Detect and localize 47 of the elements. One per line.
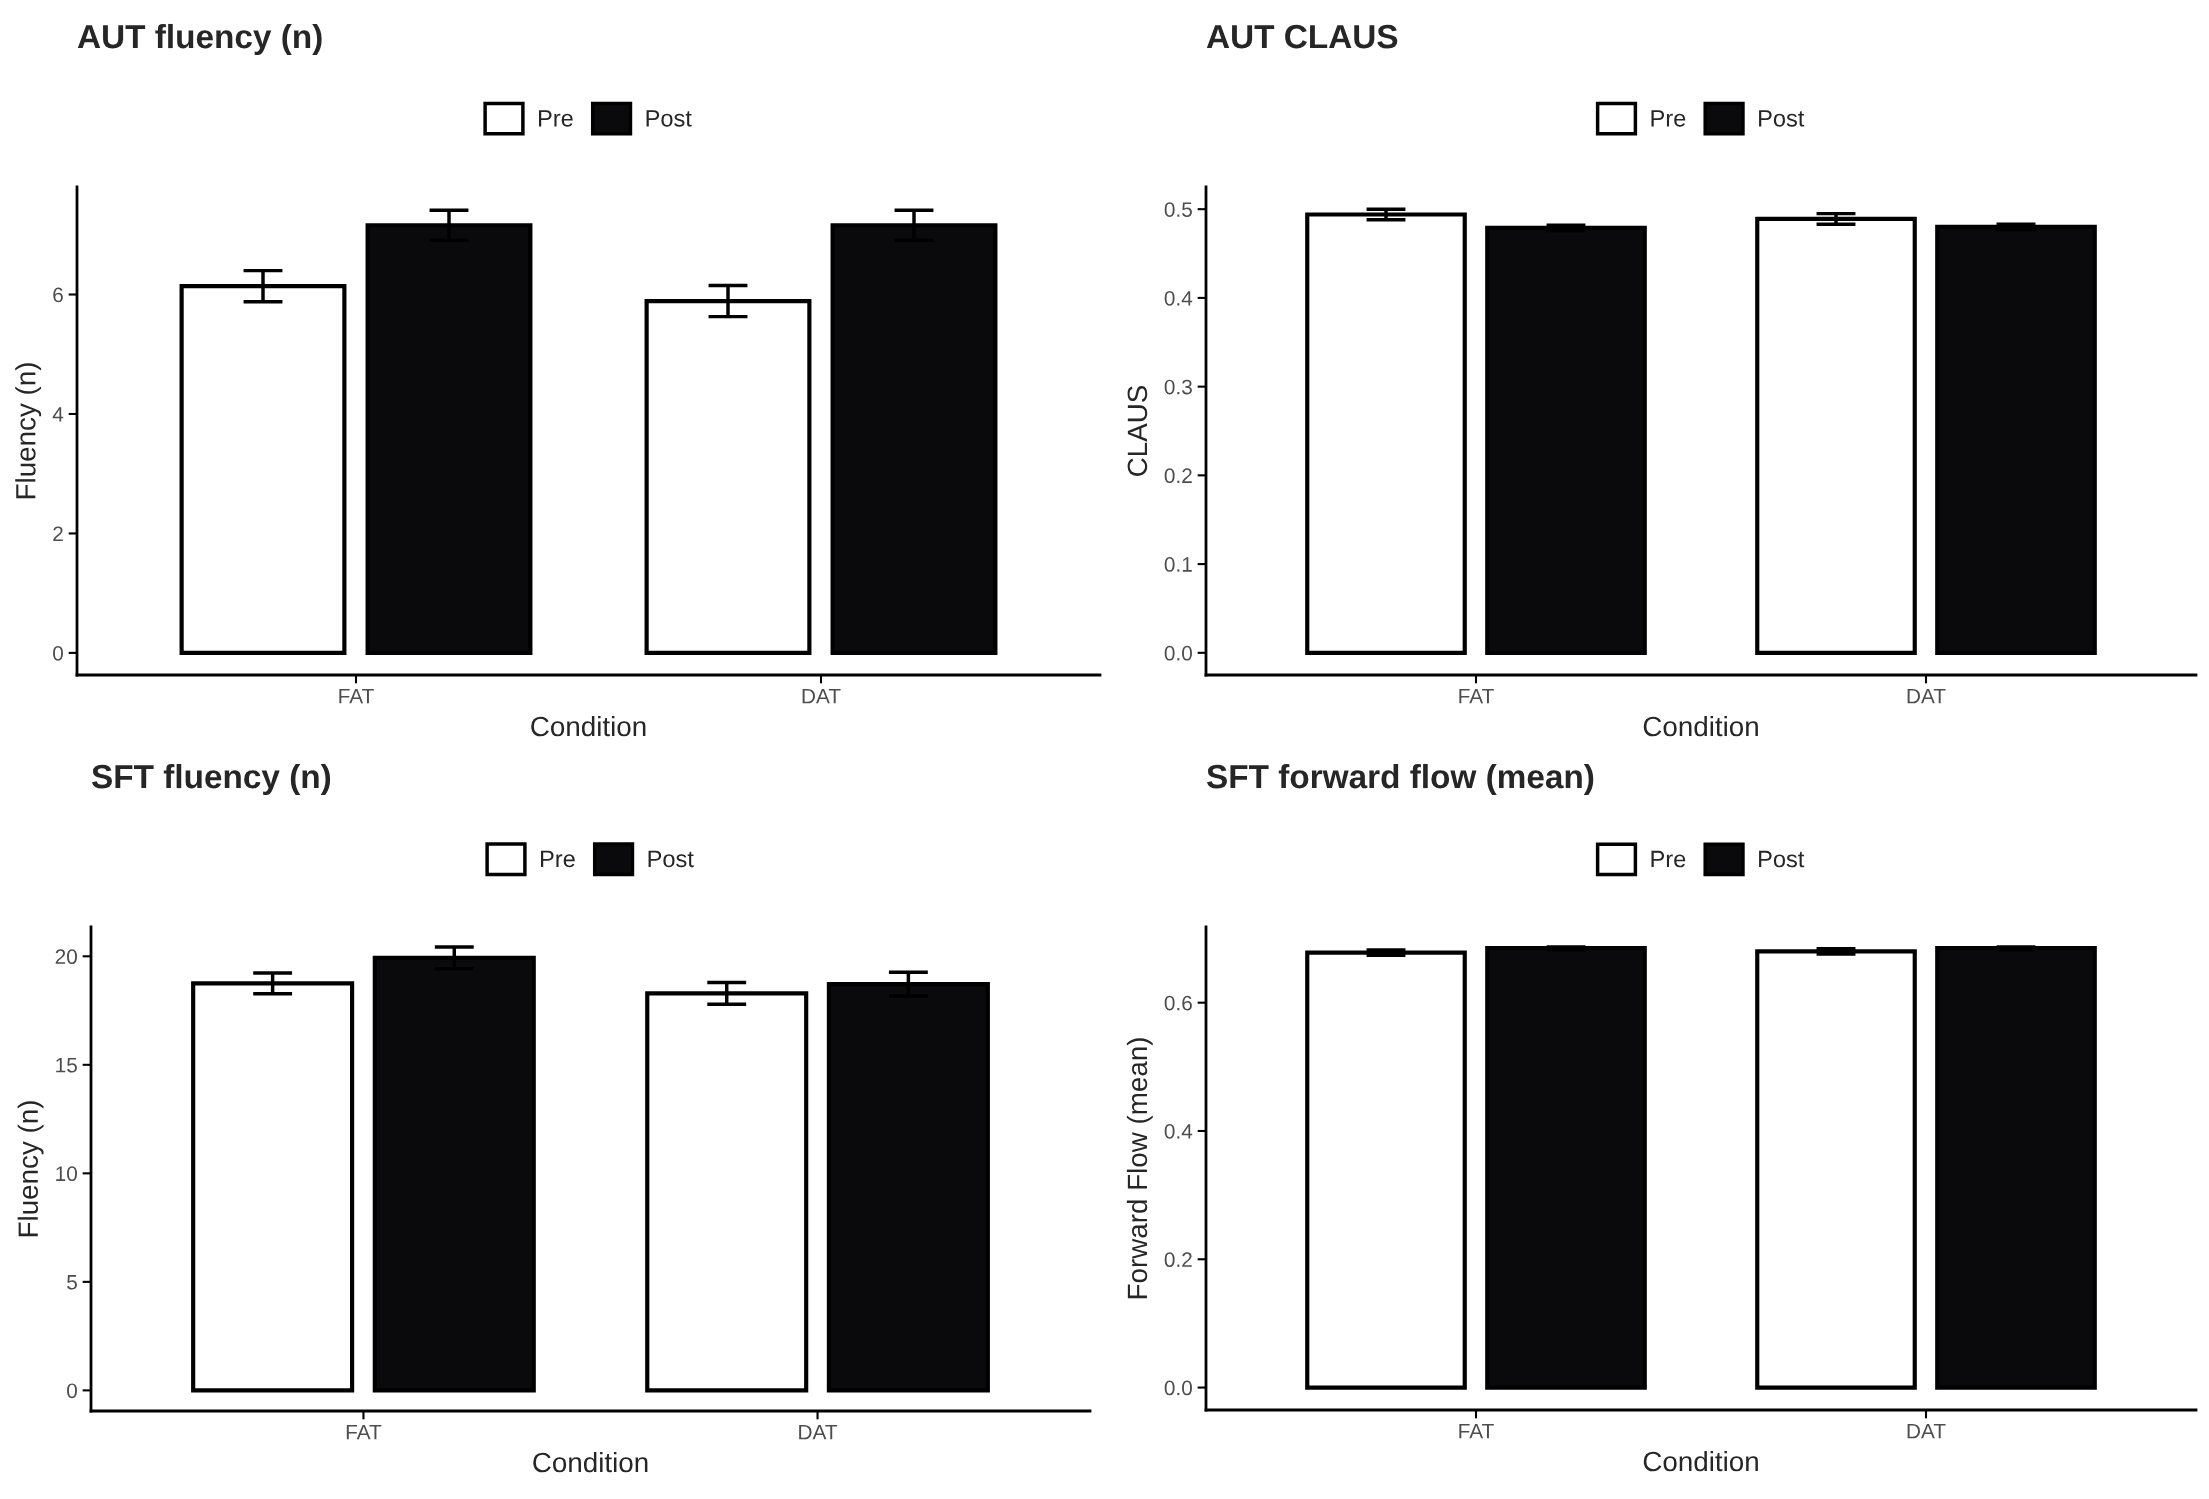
legend-label: Post bbox=[648, 850, 694, 868]
y-tick-label: 0.5 bbox=[1164, 202, 1192, 217]
y-tick-label: 4 bbox=[52, 407, 64, 422]
y-axis-title: CLAUS bbox=[1127, 385, 1148, 476]
legend-label: Post bbox=[1759, 110, 1805, 127]
y-tick-label: 0.4 bbox=[1164, 290, 1193, 306]
y-axis-title: Fluency (n) bbox=[15, 363, 42, 499]
y-tick-label: 10 bbox=[56, 1166, 77, 1182]
x-tick-label: DAT bbox=[1907, 1423, 1946, 1439]
y-tick-label: 0 bbox=[53, 645, 63, 661]
y-axis-title: Fluency (n) bbox=[17, 1101, 44, 1237]
y-tick-label: 0.2 bbox=[1164, 1252, 1192, 1268]
y-tick-label: 15 bbox=[56, 1058, 77, 1073]
x-tick-label: FAT bbox=[339, 688, 374, 704]
y-tick-label: 0.1 bbox=[1164, 557, 1192, 572]
chart-title: SFT fluency (n) bbox=[91, 763, 331, 796]
y-tick-label: 0.3 bbox=[1164, 379, 1192, 395]
y-tick-label: 5 bbox=[67, 1275, 77, 1290]
y-tick-label: 0.4 bbox=[1164, 1123, 1193, 1139]
x-axis-title: Condition bbox=[533, 1451, 648, 1473]
y-tick-label: 6 bbox=[53, 287, 63, 303]
x-tick-label: FAT bbox=[346, 1424, 382, 1440]
y-tick-label: 0.2 bbox=[1164, 468, 1192, 484]
x-tick-label: DAT bbox=[1907, 688, 1946, 704]
x-tick-label: DAT bbox=[802, 688, 841, 704]
x-tick-label: DAT bbox=[799, 1424, 838, 1440]
legend-label: Pre bbox=[541, 850, 575, 868]
legend-label: Pre bbox=[539, 110, 573, 127]
x-tick-label: FAT bbox=[1459, 688, 1494, 704]
y-tick-label: 0.0 bbox=[1164, 645, 1192, 661]
legend-label: Pre bbox=[1651, 110, 1686, 127]
y-tick-label: 0 bbox=[67, 1383, 77, 1399]
y-tick-label: 0.6 bbox=[1164, 995, 1192, 1011]
y-tick-label: 2 bbox=[53, 526, 63, 541]
x-tick-label: FAT bbox=[1459, 1423, 1494, 1439]
y-axis-title: Forward Flow (mean) bbox=[1126, 1038, 1153, 1299]
legend-label: Post bbox=[646, 110, 692, 127]
legend-label: Post bbox=[1759, 850, 1805, 868]
legend-label: Pre bbox=[1651, 850, 1686, 868]
x-axis-title: Condition bbox=[531, 715, 646, 737]
x-axis-title: Condition bbox=[1643, 1450, 1758, 1472]
y-tick-label: 20 bbox=[55, 949, 77, 965]
x-axis-title: Condition bbox=[1643, 715, 1758, 737]
chart-title: AUT fluency (n) bbox=[77, 23, 322, 56]
y-tick-label: 0.0 bbox=[1164, 1380, 1192, 1396]
chart-title: SFT forward flow (mean) bbox=[1206, 763, 1594, 796]
chart-title: AUT CLAUS bbox=[1206, 24, 1398, 49]
